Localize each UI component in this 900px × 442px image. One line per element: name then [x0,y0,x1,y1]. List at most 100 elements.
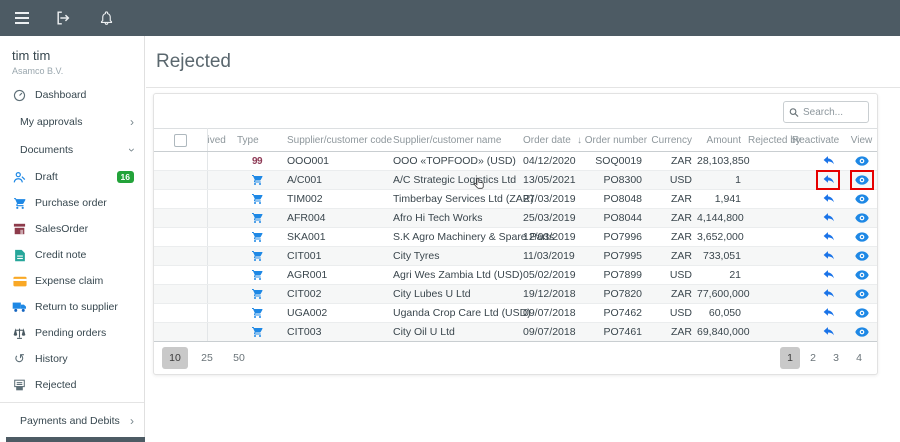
sidebar-item-return-to-supplier[interactable]: Return to supplier [0,294,144,320]
sidebar-item-expense-claim[interactable]: Expense claim [0,268,144,294]
view-button[interactable] [852,248,872,264]
notifications-button[interactable] [96,8,116,28]
table-row[interactable]: A/C001 A/C Strategic Logistics Ltd 13/05… [154,170,877,190]
view-button[interactable] [852,172,872,188]
reactivate-button[interactable] [818,229,838,245]
column-order-number[interactable]: ↓ Order number [577,128,647,152]
supplier-code-cell: AGR001 [277,265,387,285]
column-reactivate[interactable]: Reactivate [792,128,846,152]
reactivate-button[interactable] [818,153,838,169]
reactivate-button[interactable] [818,324,838,340]
order-date-cell: 09/07/2018 [517,322,577,342]
topbar [0,0,900,36]
sidebar-item-history[interactable]: ↺ History [0,346,144,372]
column-currency[interactable]: Currency [647,128,697,152]
page-1-button[interactable]: 1 [780,346,800,369]
received-cell [207,189,237,209]
type-cell [237,284,277,304]
table-row[interactable]: CIT002 City Lubes U Ltd 19/12/2018 PO782… [154,284,877,304]
sidebar-item-pending-orders[interactable]: Pending orders [0,320,144,346]
column-rejected-by[interactable]: Rejected by [744,128,801,152]
scale-icon [12,326,27,341]
cart-icon [251,251,263,262]
sidebar-divider [0,402,144,403]
cart-icon [251,289,263,300]
order-date-cell: 25/03/2019 [517,208,577,228]
table-row[interactable]: CIT001 City Tyres 11/03/2019 PO7995 ZAR … [154,246,877,266]
sidebar-item-payments-and-debits[interactable]: Payments and Debits › [20,414,134,428]
view-button[interactable] [852,210,872,226]
view-button[interactable] [852,286,872,302]
view-button[interactable] [852,324,872,340]
reactivate-button[interactable] [818,305,838,321]
credit-card-icon [12,274,27,289]
view-button[interactable] [852,229,872,245]
eye-icon [854,270,869,280]
eye-icon [854,213,869,223]
order-number-cell: PO8048 [577,189,647,209]
column-received[interactable]: ived [207,128,237,152]
column-supplier-code[interactable]: Supplier/customer code [277,128,392,152]
sidebar-item-dashboard[interactable]: Dashboard [0,82,144,108]
sidebar-item-salesorder[interactable]: SalesOrder [0,216,144,242]
supplier-name-cell: Agri Wes Zambia Ltd (USD) [387,265,523,285]
page-3-button[interactable]: 3 [826,347,846,369]
type-glyph: 99 [251,156,263,167]
currency-cell: ZAR [647,208,697,228]
table-row[interactable]: AGR001 Agri Wes Zambia Ltd (USD) 05/02/2… [154,265,877,285]
amount-cell: 3,652,000 [697,227,744,247]
view-button[interactable] [852,267,872,283]
supplier-name-cell: A/C Strategic Logistics Ltd [387,170,517,190]
table-row[interactable]: TIM002 Timberbay Services Ltd (ZAR) 27/0… [154,189,877,209]
column-amount[interactable]: Amount [697,128,744,152]
table-row[interactable]: 99 OOO001 OOO «TOPFOOD» (USD) 04/12/2020… [154,151,877,171]
menu-button[interactable] [12,8,32,28]
rejected-by-cell [744,227,792,247]
table-row[interactable]: AFR004 Afro Hi Tech Works 25/03/2019 PO8… [154,208,877,228]
reactivate-button[interactable] [818,210,838,226]
search-input[interactable] [803,106,863,118]
reactivate-button[interactable] [818,267,838,283]
rejected-table-card: ived Type Supplier/customer code Supplie… [153,93,878,375]
undo-icon [823,156,834,165]
reactivate-button[interactable] [818,286,838,302]
sidebar-item-my-approvals[interactable]: My approvals › [20,115,134,129]
search-box[interactable] [783,101,869,123]
currency-cell: ZAR [647,246,697,266]
page-2-button[interactable]: 2 [803,347,823,369]
order-number-cell: PO7899 [577,265,647,285]
currency-cell: ZAR [647,322,697,342]
sidebar-item-credit-note[interactable]: Credit note [0,242,144,268]
logout-button[interactable] [54,8,74,28]
view-button[interactable] [852,153,872,169]
order-date-cell: 27/03/2019 [517,189,577,209]
supplier-code-cell: SKA001 [277,227,387,247]
supplier-code-cell: A/C001 [277,170,387,190]
select-all-checkbox[interactable] [173,133,187,147]
reactivate-button[interactable] [818,172,838,188]
table-row[interactable]: SKA001 S.K Agro Machinery & Spare Parts … [154,227,877,247]
column-type[interactable]: Type [237,128,277,152]
reactivate-button[interactable] [818,248,838,264]
page-size-10-button[interactable]: 10 [162,346,188,369]
column-supplier-name[interactable]: Supplier/customer name [387,128,517,152]
column-order-date[interactable]: Order date [517,128,577,152]
reactivate-button[interactable] [818,191,838,207]
view-button[interactable] [852,191,872,207]
view-button[interactable] [852,305,872,321]
amount-cell: 21 [697,265,744,285]
column-view[interactable]: View [846,128,877,152]
order-date-cell: 05/02/2019 [517,265,577,285]
sidebar-item-purchase-order[interactable]: Purchase order [0,190,144,216]
sidebar-item-draft[interactable]: Draft 16 [0,164,144,190]
page-4-button[interactable]: 4 [849,347,869,369]
undo-icon [823,327,834,336]
sidebar-item-rejected[interactable]: Rejected [0,372,144,398]
page-size-50-button[interactable]: 50 [226,347,252,369]
table-row[interactable]: CIT003 City Oil U Ltd 09/07/2018 PO7461 … [154,322,877,342]
page-size-25-button[interactable]: 25 [194,347,220,369]
amount-cell: 28,103,850 [697,151,750,171]
rejected-by-cell [744,265,792,285]
sidebar-item-documents[interactable]: Documents › [20,144,139,156]
table-row[interactable]: UGA002 Uganda Crop Care Ltd (USD) 09/07/… [154,303,877,323]
